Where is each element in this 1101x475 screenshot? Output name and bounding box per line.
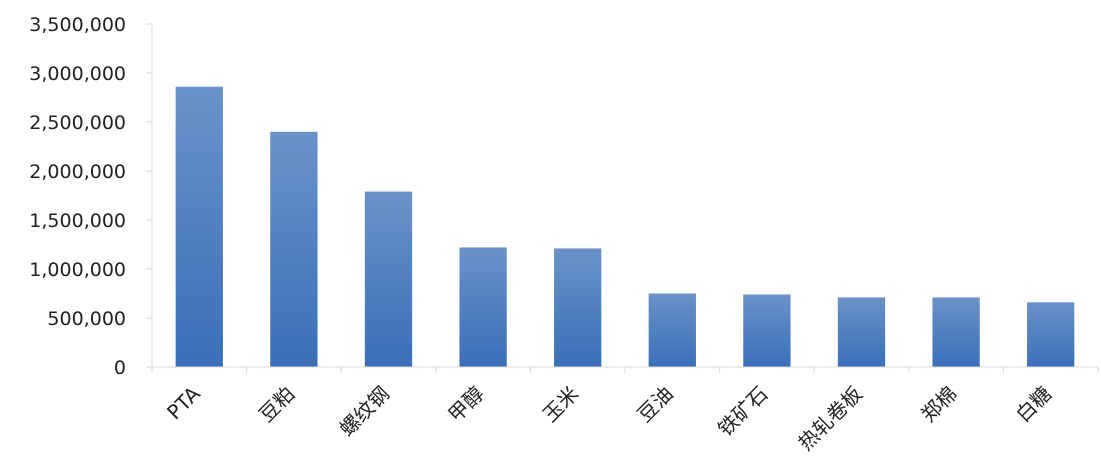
x-category-label: PTA	[162, 381, 205, 424]
bar-5	[648, 293, 696, 367]
x-category-label: 甲醇	[443, 382, 488, 427]
y-tick-label: 3,000,000	[29, 63, 126, 85]
bar-2	[364, 191, 413, 367]
x-category-label: 豆油	[633, 382, 678, 427]
x-category-label: 白糖	[1011, 382, 1056, 427]
bar-1	[270, 131, 318, 367]
bars	[175, 86, 1075, 367]
y-tick-label: 2,500,000	[29, 112, 126, 134]
x-axis: PTA 豆粕 螺纹钢 甲醇 玉米 豆油 铁矿石 热轧卷板 郑棉 白糖	[151, 366, 1099, 456]
x-category-label: 郑棉	[916, 382, 961, 427]
bar-4	[554, 248, 602, 367]
y-tick-label: 500,000	[47, 308, 126, 330]
bar-7	[837, 297, 886, 367]
x-category-label: 热轧卷板	[793, 382, 867, 456]
y-tick-label: 0	[114, 357, 126, 379]
y-tick-label: 3,500,000	[29, 14, 126, 36]
bar-0	[175, 86, 223, 367]
y-axis: 0 500,000 1,000,000 1,500,000 2,000,000 2,500…	[29, 14, 153, 379]
bar-8	[932, 297, 980, 367]
y-tick-label: 1,000,000	[29, 259, 126, 281]
bar-3	[459, 247, 507, 367]
bar-9	[1027, 302, 1075, 367]
x-category-label: 玉米	[538, 382, 583, 427]
y-tick-label: 1,500,000	[29, 210, 126, 232]
x-category-label: 铁矿石	[713, 382, 772, 441]
x-category-label: 豆粕	[254, 382, 299, 427]
y-tick-label: 2,000,000	[29, 161, 126, 183]
bar-6	[743, 294, 791, 367]
x-category-label: 螺纹钢	[335, 382, 394, 441]
